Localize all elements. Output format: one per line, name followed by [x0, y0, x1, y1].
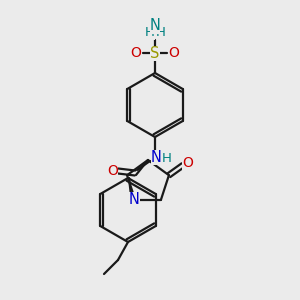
- Text: S: S: [150, 46, 160, 61]
- Text: O: O: [182, 156, 194, 170]
- Text: N: N: [129, 192, 140, 207]
- Text: O: O: [169, 46, 179, 60]
- Text: O: O: [130, 46, 141, 60]
- Text: N: N: [150, 19, 160, 34]
- Text: H: H: [145, 26, 155, 40]
- Text: H: H: [162, 152, 172, 164]
- Text: N: N: [151, 149, 161, 164]
- Text: H: H: [156, 26, 166, 38]
- Text: O: O: [108, 164, 118, 178]
